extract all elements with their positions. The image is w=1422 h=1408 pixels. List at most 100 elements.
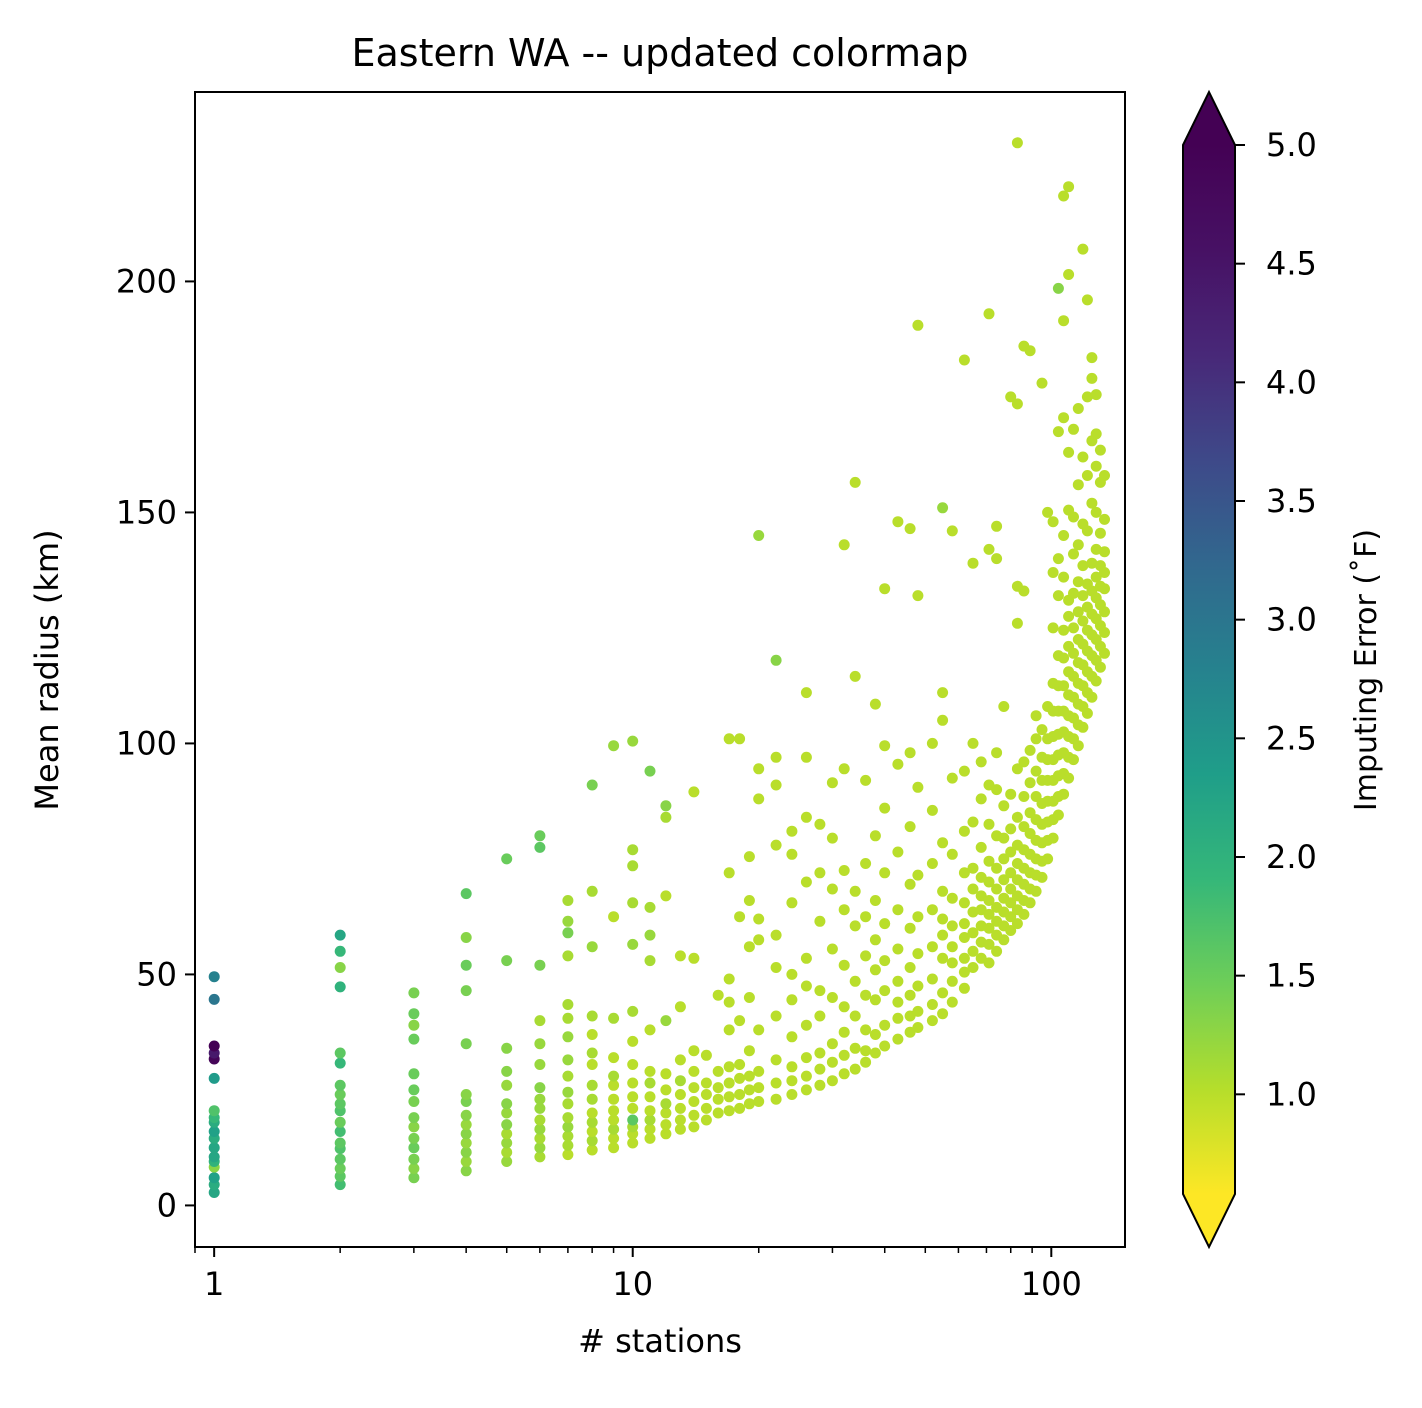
scatter-point <box>753 1082 765 1094</box>
scatter-point <box>1042 853 1054 865</box>
scatter-point <box>838 959 850 971</box>
scatter-points <box>208 137 1110 1198</box>
scatter-point <box>1090 543 1102 555</box>
scatter-point <box>1099 583 1110 595</box>
scatter-point <box>586 1144 598 1156</box>
scatter-point <box>743 1098 755 1110</box>
scatter-point <box>860 989 872 1001</box>
y-tick-label: 50 <box>136 955 177 993</box>
scatter-point <box>608 911 620 923</box>
scatter-point <box>937 837 949 849</box>
scatter-point <box>753 1096 765 1107</box>
scatter-point <box>562 1012 574 1024</box>
scatter-point <box>1018 585 1030 597</box>
scatter-point <box>586 1126 598 1137</box>
scatter-point <box>838 539 850 551</box>
scatter-point <box>688 952 700 964</box>
scatter-point <box>562 1121 574 1133</box>
scatter-point <box>660 1107 672 1119</box>
scatter-point <box>586 1093 598 1105</box>
scatter-point <box>723 973 735 985</box>
scatter-point <box>627 860 639 872</box>
scatter-point <box>1077 451 1089 463</box>
scatter-point <box>586 1116 598 1128</box>
scatter-point <box>1058 652 1070 664</box>
scatter-point <box>1099 513 1110 525</box>
scatter-point <box>460 1109 472 1121</box>
scatter-point <box>408 1172 420 1184</box>
scatter-point <box>208 1126 220 1137</box>
scatter-point <box>879 918 891 930</box>
scatter-point <box>1030 733 1042 745</box>
scatter-point <box>912 590 924 602</box>
scatter-point <box>1077 590 1089 602</box>
scatter-point <box>208 1040 220 1052</box>
scatter-point <box>586 941 598 953</box>
scatter-point <box>608 1012 620 1024</box>
scatter-point <box>688 1045 700 1057</box>
scatter-point <box>1086 691 1098 703</box>
scatter-point <box>937 687 949 699</box>
scatter-point <box>627 938 639 950</box>
scatter-point <box>926 1015 938 1027</box>
scatter-point <box>912 1022 924 1033</box>
scatter-point <box>460 888 472 900</box>
scatter-point <box>983 922 995 934</box>
scatter-point <box>1018 756 1030 768</box>
scatter-point <box>608 1142 620 1154</box>
scatter-point <box>644 765 656 777</box>
scatter-point <box>1063 269 1075 280</box>
scatter-point <box>958 966 970 978</box>
scatter-point <box>723 996 735 1008</box>
scatter-point <box>1072 740 1084 752</box>
scatter-point <box>660 1119 672 1131</box>
scatter-point <box>1036 871 1048 883</box>
scatter-point <box>770 654 782 666</box>
scatter-point <box>562 1098 574 1110</box>
scatter-point <box>786 825 798 837</box>
scatter-point <box>800 1070 812 1082</box>
scatter-point <box>904 523 916 535</box>
scatter-point <box>1094 444 1106 456</box>
colorbar-ticks: 1.0 1.5 2.0 2.5 3.0 3.5 4.0 4.5 5.0 <box>1235 126 1317 1113</box>
scatter-point <box>627 1114 639 1126</box>
scatter-point <box>562 1054 574 1066</box>
scatter-point <box>1018 791 1030 802</box>
scatter-point <box>1090 389 1102 401</box>
scatter-point <box>814 867 826 879</box>
scatter-point <box>674 1075 686 1087</box>
scatter-point <box>860 1024 872 1036</box>
colorbar-tick-label: 1.0 <box>1266 1075 1317 1113</box>
scatter-point <box>534 1102 546 1114</box>
scatter-point <box>879 583 891 595</box>
scatter-point <box>967 816 979 828</box>
scatter-point <box>892 758 904 770</box>
scatter-point <box>723 1061 735 1073</box>
scatter-point <box>786 1075 798 1087</box>
scatter-point <box>408 1068 420 1080</box>
scatter-point <box>926 941 938 953</box>
scatter-point <box>1099 606 1110 618</box>
scatter-point <box>334 1057 346 1069</box>
scatter-point <box>460 1038 472 1050</box>
scatter-point <box>460 1089 472 1100</box>
plot-area-frame <box>194 91 1126 1248</box>
scatter-point <box>712 1082 724 1094</box>
scatter-point <box>814 985 826 997</box>
scatter-point <box>644 1105 656 1117</box>
colorbar-tick-label: 3.0 <box>1266 601 1317 639</box>
scatter-point <box>826 777 838 789</box>
scatter-point <box>501 1065 513 1077</box>
scatter-point <box>723 1077 735 1089</box>
scatter-point <box>1068 548 1079 560</box>
scatter-point <box>991 520 1003 532</box>
scatter-point <box>869 698 881 710</box>
scatter-point <box>946 941 958 953</box>
scatter-point <box>892 516 904 528</box>
scatter-point <box>838 1049 850 1061</box>
scatter-point <box>826 943 838 955</box>
scatter-point <box>501 1156 513 1167</box>
scatter-point <box>534 830 546 842</box>
scatter-point <box>608 1114 620 1126</box>
